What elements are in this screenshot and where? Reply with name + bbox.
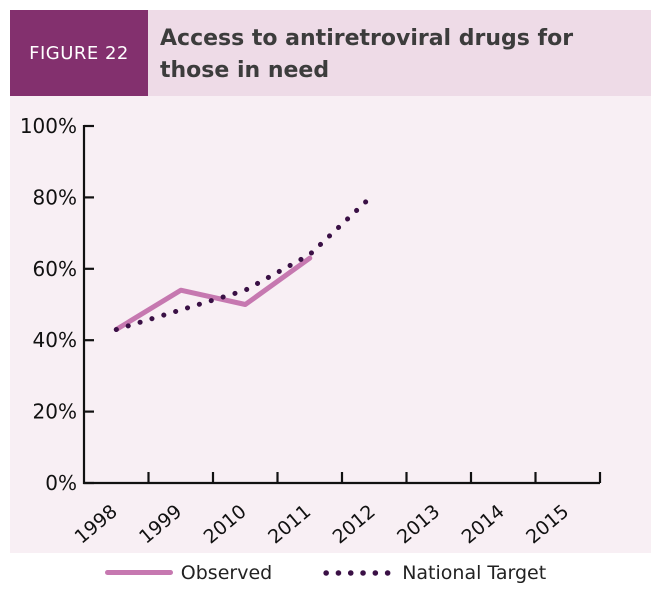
series-line-national-target	[113, 191, 377, 332]
legend-item-observed: Observed	[104, 561, 273, 584]
legend-label-target: National Target	[402, 561, 547, 584]
y-tick-label: 40%	[33, 328, 77, 352]
y-tick-label: 20%	[33, 400, 77, 424]
x-tick-label: 1998	[71, 500, 122, 548]
line-chart: 0% 20% 40% 60% 80% 100% 1998 1999 2010 2011 2012 20…	[20, 114, 602, 548]
series-lines	[113, 191, 377, 332]
figure-title-line-1: Access to antiretroviral drugs for	[160, 26, 574, 51]
x-tick-label: 2010	[200, 500, 251, 548]
x-tick-label: 2015	[522, 500, 573, 548]
chart-panel	[10, 10, 651, 553]
y-tick-label: 100%	[20, 114, 77, 138]
legend-swatch-observed	[104, 570, 173, 575]
figure-title-line-2: those in need	[160, 58, 330, 83]
y-tick-label: 0%	[45, 471, 77, 495]
y-tick-label: 80%	[33, 185, 77, 209]
legend-swatch-target	[320, 569, 395, 576]
figure-header: FIGURE 22 Access to antiretroviral drugs…	[10, 10, 651, 96]
x-tick-label: 2011	[264, 500, 315, 548]
legend-item-target: National Target	[320, 562, 546, 584]
x-tick-label: 2012	[329, 500, 380, 548]
series-line-observed	[113, 255, 313, 332]
figure-label: FIGURE 22	[10, 10, 148, 96]
legend: Observed National Target	[0, 556, 651, 589]
y-tick-label: 60%	[33, 257, 77, 281]
legend-label-observed: Observed	[180, 561, 273, 584]
x-tick-label: 1999	[135, 500, 186, 548]
x-tick-label: 2013	[393, 500, 444, 548]
x-tick-label: 2014	[458, 500, 509, 548]
figure-title: Access to antiretroviral drugs for those…	[148, 10, 651, 96]
axes	[82, 124, 602, 485]
